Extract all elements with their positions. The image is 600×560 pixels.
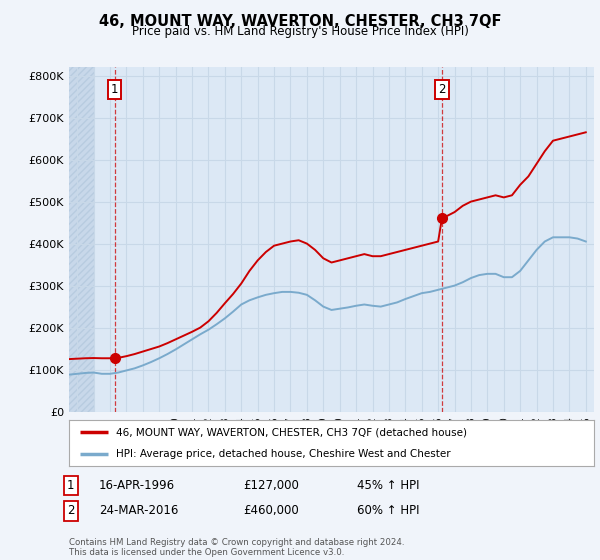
Text: 60% ↑ HPI: 60% ↑ HPI [357, 504, 419, 517]
Text: Price paid vs. HM Land Registry's House Price Index (HPI): Price paid vs. HM Land Registry's House … [131, 25, 469, 38]
Text: 46, MOUNT WAY, WAVERTON, CHESTER, CH3 7QF (detached house): 46, MOUNT WAY, WAVERTON, CHESTER, CH3 7Q… [116, 427, 467, 437]
Text: 46, MOUNT WAY, WAVERTON, CHESTER, CH3 7QF: 46, MOUNT WAY, WAVERTON, CHESTER, CH3 7Q… [99, 14, 501, 29]
Text: 1: 1 [67, 479, 74, 492]
Text: 24-MAR-2016: 24-MAR-2016 [99, 504, 178, 517]
Text: £127,000: £127,000 [243, 479, 299, 492]
Text: 2: 2 [438, 83, 446, 96]
Text: HPI: Average price, detached house, Cheshire West and Chester: HPI: Average price, detached house, Ches… [116, 449, 451, 459]
Text: 1: 1 [111, 83, 119, 96]
Text: Contains HM Land Registry data © Crown copyright and database right 2024.
This d: Contains HM Land Registry data © Crown c… [69, 538, 404, 557]
Text: 16-APR-1996: 16-APR-1996 [99, 479, 175, 492]
Text: 45% ↑ HPI: 45% ↑ HPI [357, 479, 419, 492]
Text: 2: 2 [67, 504, 74, 517]
Text: £460,000: £460,000 [243, 504, 299, 517]
